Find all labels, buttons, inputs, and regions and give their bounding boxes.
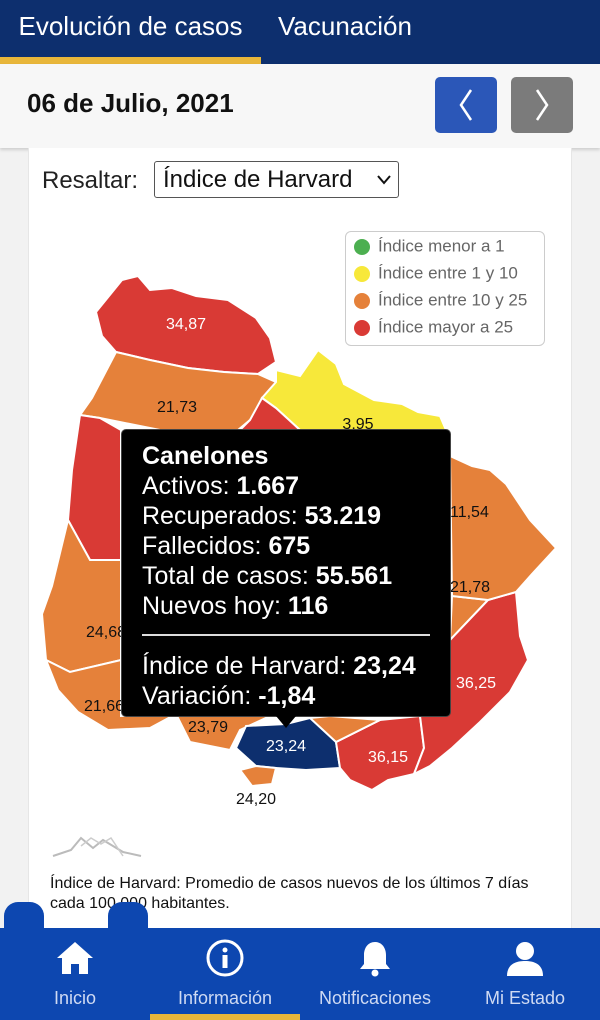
active-nav-indicator bbox=[150, 1014, 300, 1020]
overlay-blob bbox=[4, 902, 44, 932]
nav-informacion-label: Información bbox=[177, 988, 273, 1008]
tab-evolucion[interactable]: Evolución de casos bbox=[18, 11, 243, 41]
nav-notificaciones[interactable]: Notificaciones bbox=[300, 928, 450, 1020]
legend-item: Índice entre 1 y 10 bbox=[354, 263, 518, 289]
highlight-select[interactable]: Índice de Harvard bbox=[154, 161, 399, 198]
sparkline-icon bbox=[52, 836, 142, 857]
nav-notificaciones-label: Notificaciones bbox=[318, 988, 432, 1008]
dept-artigas[interactable] bbox=[94, 274, 278, 376]
next-date-button[interactable] bbox=[511, 77, 573, 133]
bottom-navigation: Inicio Información Notificaciones Mi Est… bbox=[0, 928, 600, 1020]
label-salto: 21,73 bbox=[157, 399, 197, 416]
date-bar: 06 de Julio, 2021 bbox=[0, 64, 600, 148]
tooltip-nuevos: Nuevos hoy: 116 bbox=[142, 592, 329, 620]
chevron-right-icon bbox=[535, 89, 549, 121]
tooltip-divider bbox=[142, 634, 430, 636]
red-dot-icon bbox=[354, 319, 370, 336]
label-san-jose: 23,79 bbox=[188, 719, 228, 736]
label-rocha: 36,25 bbox=[456, 675, 496, 692]
tooltip-activos: Activos: 1.667 bbox=[142, 472, 300, 500]
dept-rocha[interactable] bbox=[412, 590, 530, 777]
label-soriano: 24,68 bbox=[86, 624, 126, 641]
label-artigas: 34,87 bbox=[166, 316, 206, 333]
legend-item: Índice menor a 1 bbox=[354, 236, 505, 262]
user-icon bbox=[507, 942, 543, 976]
top-tab-bar: Evolución de casos Vacunación bbox=[0, 0, 600, 64]
label-montevideo: 24,20 bbox=[236, 791, 276, 808]
home-icon bbox=[57, 942, 93, 974]
dept-montevideo[interactable] bbox=[238, 764, 278, 788]
chevron-left-icon bbox=[459, 89, 473, 121]
label-canelones: 23,24 bbox=[266, 738, 306, 755]
yellow-dot-icon bbox=[354, 265, 370, 282]
legend-item: Índice mayor a 25 bbox=[354, 317, 513, 343]
legend-item: Índice entre 10 y 25 bbox=[354, 290, 527, 316]
active-tab-indicator bbox=[0, 57, 261, 64]
label-maldonado: 36,15 bbox=[368, 749, 408, 766]
tooltip-recuperados: Recuperados: 53.219 bbox=[142, 502, 382, 530]
dept-cerro-largo[interactable] bbox=[448, 454, 558, 602]
nav-informacion[interactable]: Información bbox=[150, 928, 300, 1020]
tooltip-variacion: Variación: -1,84 bbox=[142, 682, 316, 710]
info-icon bbox=[206, 939, 244, 977]
green-dot-icon bbox=[354, 238, 370, 255]
chevron-down-icon bbox=[376, 162, 392, 209]
orange-dot-icon bbox=[354, 292, 370, 309]
tooltip-pointer bbox=[276, 716, 296, 728]
highlight-select-value: Índice de Harvard bbox=[163, 166, 353, 193]
bell-icon bbox=[360, 942, 390, 977]
label-treinta-tres: 21,78 bbox=[450, 579, 490, 596]
nav-mi-estado-label: Mi Estado bbox=[484, 988, 566, 1008]
map-legend: Índice menor a 1 Índice entre 1 y 10 Índ… bbox=[345, 231, 545, 346]
label-colonia: 21,66 bbox=[84, 698, 124, 715]
tooltip-department: Canelones bbox=[142, 442, 269, 470]
tooltip-harvard: Índice de Harvard: 23,24 bbox=[142, 652, 416, 680]
overlay-blob bbox=[108, 902, 148, 932]
label-cerro-largo: 11,54 bbox=[450, 504, 489, 521]
current-date: 06 de Julio, 2021 bbox=[27, 88, 234, 118]
department-tooltip: Canelones Activos: 1.667 Recuperados: 53… bbox=[121, 429, 451, 717]
tooltip-total: Total de casos: 55.561 bbox=[142, 562, 393, 590]
nav-inicio[interactable]: Inicio bbox=[0, 928, 150, 1020]
nav-inicio-label: Inicio bbox=[53, 988, 97, 1008]
tooltip-fallecidos: Fallecidos: 675 bbox=[142, 532, 311, 560]
nav-mi-estado[interactable]: Mi Estado bbox=[450, 928, 600, 1020]
label-rivera: 3,95 bbox=[342, 416, 373, 433]
tab-vacunacion[interactable]: Vacunación bbox=[278, 11, 412, 41]
dept-maldonado[interactable] bbox=[334, 714, 426, 792]
resaltar-label: Resaltar: bbox=[42, 167, 139, 194]
previous-date-button[interactable] bbox=[435, 77, 497, 133]
